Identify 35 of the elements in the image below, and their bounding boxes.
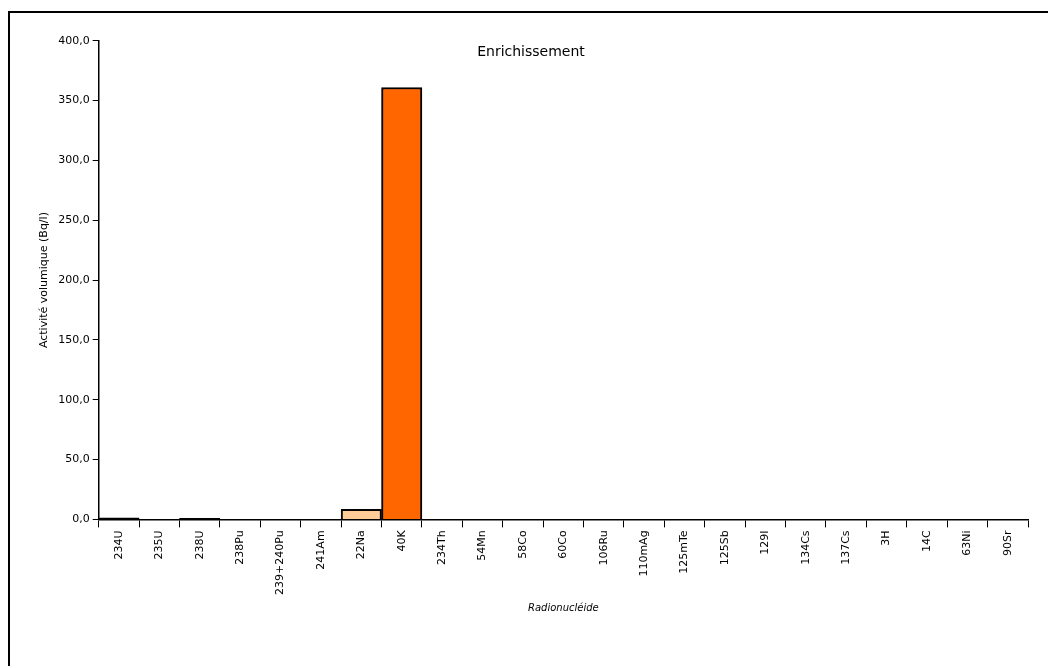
y-axis-title: Activité volumique (Bq/l): [37, 212, 51, 349]
x-tick-label: 90Sr: [1000, 529, 1014, 556]
x-tick-label: 239+240Pu: [273, 530, 287, 596]
chart-title: Enrichissement: [477, 43, 586, 60]
x-tick-label: 106Ru: [596, 530, 610, 566]
y-tick-label: 50,0: [65, 452, 90, 466]
y-tick-label: 200,0: [58, 272, 90, 286]
x-tick-label: 137Cs: [839, 530, 853, 565]
y-tick-label: 400,0: [58, 33, 90, 47]
x-tick-label: 234Th: [434, 530, 448, 566]
x-tick-label: 110mAg: [637, 530, 651, 577]
x-tick-label: 63Ni: [960, 530, 974, 556]
x-tick-label: 3H: [879, 530, 893, 546]
x-tick-label: 125Sb: [717, 530, 731, 566]
x-tick-label: 54Mn: [475, 530, 489, 561]
x-tick-label: 125mTe: [677, 530, 691, 574]
y-tick-label: 300,0: [58, 153, 90, 167]
x-tick-label: 234U: [111, 530, 125, 560]
y-tick-label: 0,0: [72, 512, 90, 526]
x-tick-label: 40K: [394, 529, 408, 552]
y-tick-label: 350,0: [58, 93, 90, 107]
x-tick-label: 241Am: [313, 530, 327, 570]
y-tick-label: 250,0: [58, 213, 90, 227]
x-tick-label: 60Co: [556, 530, 570, 559]
x-tick-label: 134Cs: [798, 530, 812, 565]
x-axis-title: Radionucléide: [527, 601, 599, 613]
x-tick-label: 238Pu: [232, 530, 246, 565]
x-tick-label: 235U: [152, 530, 166, 560]
x-tick-label: 58Co: [515, 530, 529, 559]
x-tick-label: 22Na: [354, 530, 368, 560]
x-tick-label: 129I: [758, 530, 772, 555]
y-tick-label: 150,0: [58, 332, 90, 346]
x-tick-label: 238U: [192, 530, 206, 560]
y-tick-label: 100,0: [58, 392, 90, 406]
x-tick-label: 14C: [919, 530, 933, 553]
